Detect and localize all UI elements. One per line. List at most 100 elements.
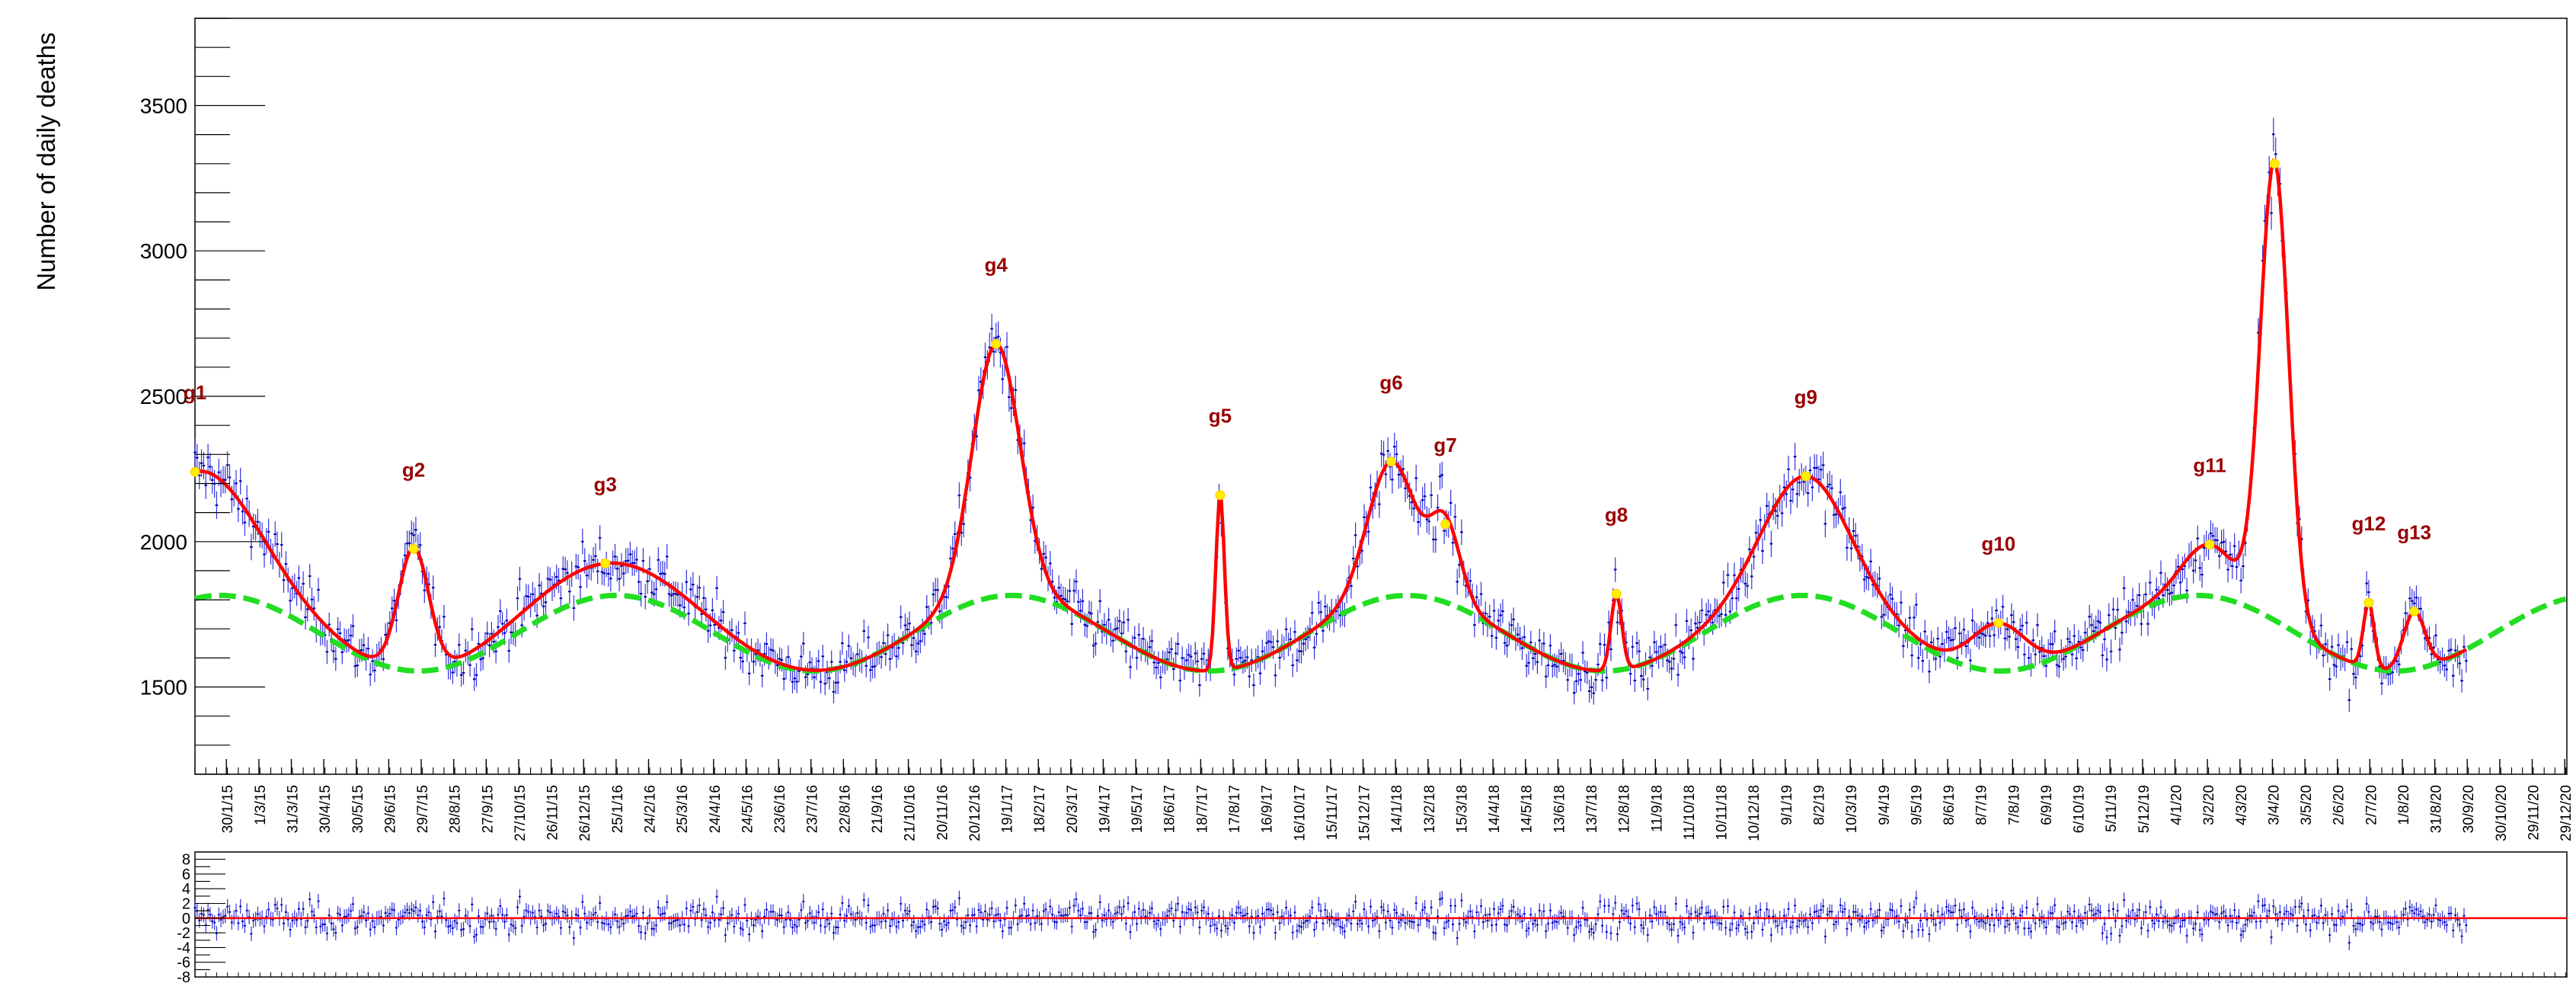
peak-marker-4 — [1215, 490, 1226, 501]
residual-y-tick-label-3: -2 — [177, 925, 190, 942]
peak-label-1: g2 — [402, 458, 425, 481]
main-plot-panel: 1500 2000 2500 3000 3500 30/1/15 1/3/15 31/3/1… — [140, 18, 2574, 841]
x-tick-label-1: 1/3/15 — [253, 785, 269, 825]
residual-point-set — [193, 895, 2468, 944]
peak-marker-5 — [1386, 456, 1396, 467]
x-tick-label-35: 15/12/17 — [1357, 785, 1373, 841]
x-tick-label-56: 6/9/19 — [2039, 785, 2055, 825]
x-tick-label-54: 8/7/19 — [1974, 785, 1990, 825]
main-plot-content — [190, 117, 2567, 712]
x-tick-label-16: 24/5/16 — [740, 785, 756, 833]
x-tick-label-41: 13/6/18 — [1552, 785, 1568, 833]
peak-label-3: g4 — [985, 253, 1008, 276]
x-tick-label-21: 21/10/16 — [903, 785, 919, 841]
peak-label-13: g13 — [2397, 520, 2431, 543]
peak-marker-1 — [408, 543, 419, 554]
x-tick-label-51: 9/4/19 — [1877, 785, 1893, 825]
x-minor-tick-marks — [194, 767, 2567, 774]
x-tick-label-7: 28/8/15 — [448, 785, 464, 833]
x-tick-label-17: 23/6/16 — [772, 785, 788, 833]
x-tick-label-49: 8/2/19 — [1812, 785, 1828, 825]
peak-label-10: g11 — [2193, 454, 2226, 477]
x-tick-label-11: 26/12/15 — [577, 785, 593, 841]
peak-marker-0 — [190, 466, 200, 477]
residual-points — [193, 895, 2468, 944]
x-tick-label-46: 10/11/18 — [1715, 785, 1731, 841]
x-tick-label-64: 3/5/20 — [2299, 785, 2315, 825]
x-tick-label-47: 10/12/18 — [1747, 785, 1763, 841]
peak-markers — [190, 159, 2420, 629]
residual-y-tick-label-2: -4 — [177, 940, 190, 956]
peak-marker-3 — [991, 338, 1002, 349]
residual-y-tick-marks — [195, 851, 225, 978]
peak-label-4: g5 — [1209, 405, 1232, 428]
x-tick-label-52: 9/5/19 — [1909, 785, 1925, 825]
x-tick-label-57: 6/10/19 — [2072, 785, 2088, 833]
peak-marker-2 — [600, 558, 611, 568]
x-tick-label-66: 2/7/20 — [2363, 785, 2379, 825]
y-tick-label-0: 1500 — [140, 676, 187, 700]
residual-y-tick-label-7: 6 — [182, 866, 190, 883]
x-tick-label-58: 5/11/19 — [2104, 785, 2120, 832]
peak-marker-8 — [1801, 471, 1811, 482]
peak-labels: g1g2g3g4g5g6g7g8g9g10g11Ġg12g13 — [184, 253, 2431, 556]
x-tick-label-36: 14/1/18 — [1389, 785, 1405, 833]
peak-label-12: g12 — [2351, 512, 2386, 535]
x-tick-label-24: 19/1/17 — [1000, 785, 1016, 833]
peak-label-9: g10 — [1981, 533, 2015, 556]
x-tick-label-42: 13/7/18 — [1584, 785, 1600, 833]
x-tick-label-53: 8/6/19 — [1942, 785, 1958, 825]
residual-y-tick-label-8: 8 — [182, 852, 190, 869]
x-tick-label-67: 1/8/20 — [2396, 785, 2412, 825]
x-tick-label-61: 3/2/20 — [2201, 785, 2217, 825]
x-tick-label-5: 29/6/15 — [382, 785, 398, 833]
x-tick-label-0: 30/1/15 — [220, 785, 236, 833]
peak-label-6: g7 — [1433, 434, 1456, 456]
x-tick-label-3: 30/4/15 — [318, 785, 334, 833]
residual-x-tick-marks — [194, 972, 2567, 977]
x-tick-label-29: 18/6/17 — [1162, 785, 1178, 833]
peak-marker-10 — [2204, 540, 2215, 550]
x-tick-label-23: 20/12/16 — [967, 785, 983, 841]
x-tick-label-33: 16/10/17 — [1292, 785, 1308, 841]
x-tick-label-59: 5/12/19 — [2137, 785, 2153, 833]
x-tick-label-70: 30/10/20 — [2494, 785, 2510, 841]
residual-y-tick-label-0: -8 — [177, 969, 190, 986]
seasonal-baseline-line — [194, 592, 2567, 674]
x-tick-label-65: 2/6/20 — [2332, 785, 2347, 825]
x-tick-label-62: 4/3/20 — [2234, 785, 2250, 825]
x-tick-label-18: 23/7/16 — [805, 785, 821, 833]
residual-y-tick-label-6: 4 — [182, 881, 190, 898]
y-axis-label: Number of daily deaths — [32, 32, 60, 290]
x-tick-label-60: 4/1/20 — [2169, 785, 2185, 825]
peak-marker-6 — [1440, 519, 1451, 530]
peak-marker-11 — [2269, 159, 2280, 169]
x-tick-label-32: 16/9/17 — [1260, 785, 1276, 833]
x-tick-label-39: 14/4/18 — [1487, 785, 1503, 833]
x-tick-label-71: 29/11/20 — [2526, 785, 2542, 841]
x-tick-label-8: 27/9/15 — [480, 785, 496, 833]
x-tick-label-68: 31/8/20 — [2429, 785, 2445, 833]
x-tick-label-63: 3/4/20 — [2266, 785, 2282, 825]
x-major-tick-marks — [225, 759, 2565, 774]
residual-x-axis-ticks — [194, 972, 2567, 977]
x-tick-label-34: 15/11/17 — [1325, 785, 1341, 841]
peak-marker-9 — [1993, 618, 2004, 629]
x-tick-label-38: 15/3/18 — [1455, 785, 1471, 833]
peak-label-5: g6 — [1379, 371, 1402, 394]
x-tick-label-37: 13/2/18 — [1422, 785, 1438, 833]
x-tick-label-22: 20/11/16 — [935, 785, 951, 841]
x-axis-ticks: 30/1/15 1/3/15 31/3/15 30/4/15 30/5/15 29/6/1… — [194, 759, 2574, 841]
peak-label-8: g9 — [1795, 386, 1817, 408]
x-tick-label-30: 18/7/17 — [1194, 785, 1210, 833]
x-tick-label-45: 11/10/18 — [1682, 785, 1698, 841]
y-axis-ticks: 1500 2000 2500 3000 3500 — [140, 18, 265, 775]
x-tick-label-12: 25/1/16 — [610, 785, 626, 833]
x-tick-label-14: 25/3/16 — [675, 785, 691, 833]
x-tick-label-69: 30/9/20 — [2461, 785, 2477, 833]
x-tick-label-13: 24/2/16 — [643, 785, 659, 833]
